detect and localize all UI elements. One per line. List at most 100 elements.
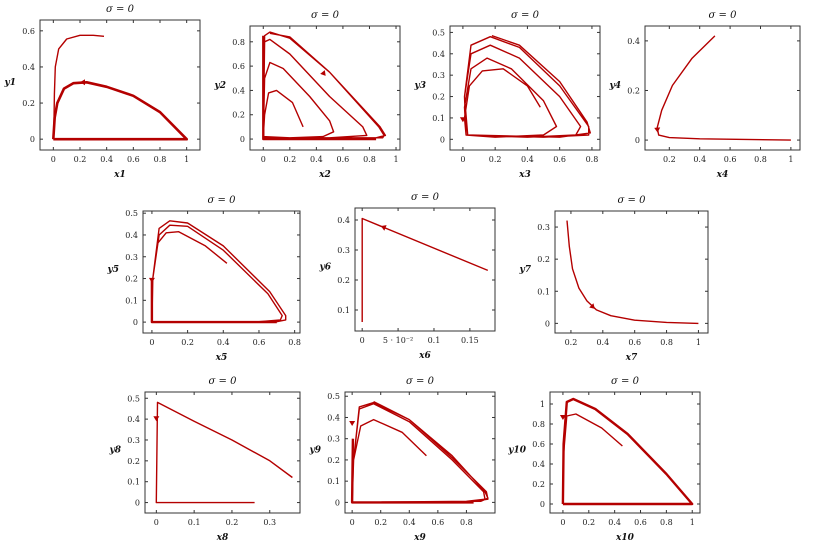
axes-frame	[344, 391, 496, 514]
y-tick-label: 0.2	[537, 255, 550, 264]
y-tick-label: 0.2	[327, 456, 340, 465]
x-tick-label: 0.6	[127, 155, 140, 164]
x-tick-label: 0.4	[100, 155, 113, 164]
y-tick-label: 0.4	[627, 37, 640, 46]
y-tick-label: 0.2	[125, 275, 138, 284]
x-tick-label: 0.1	[428, 336, 441, 345]
y-tick-label: 0.4	[127, 415, 140, 424]
phase-plot-5: σ = 0 0 0.2 0.4 0.6 0.8 0 0.1 0.2 0.3 0.4 0.5 x5 y5	[107, 195, 302, 363]
y-tick-label: 0.2	[232, 111, 245, 120]
x-tick-label: 0.2	[582, 518, 595, 527]
x-tick-label: 0	[51, 155, 56, 164]
y-tick-label: 0.8	[532, 420, 545, 429]
x-tick-label: 0.2	[181, 338, 194, 347]
y-tick-label: 0.5	[327, 392, 340, 401]
y-tick-label: 1	[540, 400, 545, 409]
x-tick-label: 0.6	[628, 338, 641, 347]
axes-frame	[354, 207, 496, 332]
x-tick-label: 1	[393, 155, 398, 164]
trajectory-line	[561, 397, 694, 506]
y-tick-label: 0.6	[22, 27, 35, 36]
direction-arrow	[153, 416, 160, 422]
trajectory-line	[350, 438, 474, 504]
x-tick-label: 0.8	[586, 155, 599, 164]
y-axis-label: y6	[319, 263, 332, 273]
trajectory-line	[151, 220, 287, 323]
x-tick-label: 0.2	[283, 155, 296, 164]
x-tick-label: 0.4	[217, 338, 230, 347]
x-tick-label: 0.3	[263, 518, 276, 527]
x-tick-label: 0.6	[634, 518, 647, 527]
y-tick-label: 0.5	[127, 394, 140, 403]
phase-plot-4: σ = 0 0.2 0.4 0.6 0.8 1 0 0.2 0.4 x4 y4	[609, 10, 801, 180]
trajectory-line	[361, 217, 489, 322]
x-tick-label: 0.15	[461, 336, 479, 345]
phase-plot-7: σ = 0 0.2 0.4 0.6 0.8 1 0 0.1 0.2 0.3 x7 y7	[519, 195, 709, 363]
x-tick-label: 0.2	[489, 155, 502, 164]
x-axis-label: x6	[418, 351, 431, 361]
y-axis-label: y2	[214, 81, 227, 91]
direction-arrow	[459, 117, 466, 123]
trajectory-line	[52, 80, 188, 141]
x-tick-label: 1	[690, 518, 695, 527]
direction-arrow	[349, 420, 356, 426]
y-tick-label: 0.3	[125, 253, 138, 262]
y-axis-label: y10	[507, 446, 526, 456]
y-axis-label: y9	[309, 446, 322, 456]
y-tick-label: 0.4	[232, 86, 245, 95]
y-tick-label: 0.4	[22, 63, 35, 72]
x-tick-label: 0.2	[565, 338, 578, 347]
plot-title: σ = 0	[106, 4, 135, 15]
plot-title: σ = 0	[618, 195, 647, 206]
direction-arrow	[148, 277, 155, 283]
x-tick-label: 1	[184, 155, 189, 164]
x-tick-label: 1	[788, 155, 793, 164]
direction-arrow	[80, 79, 85, 86]
direction-arrow	[589, 303, 595, 309]
trajectory-line	[155, 401, 293, 504]
x-tick-label: 0	[149, 338, 154, 347]
plot-title: σ = 0	[209, 376, 238, 387]
x-tick-label: 0	[460, 155, 465, 164]
y-tick-label: 0.6	[532, 440, 545, 449]
y-tick-label: 0.4	[125, 231, 138, 240]
plot-title: σ = 0	[208, 195, 237, 206]
direction-arrow	[654, 127, 661, 133]
y-tick-label: 0.5	[125, 209, 138, 218]
y-tick-label: 0.2	[432, 93, 445, 102]
y-tick-label: 0.4	[337, 216, 350, 225]
x-axis-label: x5	[215, 353, 228, 363]
x-tick-label: 0.2	[663, 155, 676, 164]
y-tick-label: 0.3	[432, 71, 445, 80]
x-tick-label: 0	[261, 155, 266, 164]
x-axis-label: x9	[413, 533, 426, 543]
x-axis-label: x1	[113, 170, 126, 180]
x-tick-label: 5 · 10⁻²	[383, 336, 413, 345]
y-tick-label: 0.5	[432, 28, 445, 37]
x-tick-label: 0	[360, 336, 365, 345]
trajectory-line	[566, 220, 699, 325]
y-tick-label: 0.2	[532, 480, 545, 489]
y-tick-label: 0.1	[337, 306, 350, 315]
x-axis-label: x7	[625, 353, 638, 363]
y-axis-label: y7	[519, 265, 532, 275]
x-tick-label: 0.8	[154, 155, 167, 164]
x-tick-label: 0.8	[460, 518, 473, 527]
trajectory-line	[463, 34, 592, 138]
x-tick-label: 0.8	[288, 338, 301, 347]
y-tick-label: 0	[335, 498, 340, 507]
y-tick-label: 0	[540, 500, 545, 509]
trajectory-line	[262, 35, 377, 141]
x-tick-label: 0.8	[754, 155, 767, 164]
y-axis-label: y5	[107, 265, 120, 275]
trajectory-line	[53, 34, 105, 140]
x-tick-label: 0.1	[188, 518, 201, 527]
x-tick-label: 0.2	[74, 155, 87, 164]
y-tick-label: 0.2	[627, 86, 640, 95]
y-tick-label: 0	[240, 135, 245, 144]
x-tick-label: 0.4	[608, 518, 621, 527]
y-tick-label: 0.4	[327, 413, 340, 422]
x-tick-label: 0.8	[660, 518, 673, 527]
x-tick-label: 0.8	[363, 155, 376, 164]
axes-frame	[144, 391, 301, 514]
